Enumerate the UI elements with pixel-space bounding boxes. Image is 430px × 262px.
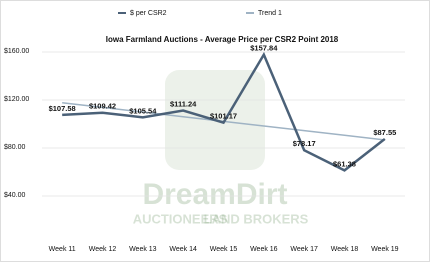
x-tick-label: Week 13	[129, 246, 157, 253]
y-tick-label: $80.00	[4, 144, 26, 151]
x-tick-label: Week 16	[250, 246, 278, 253]
x-tick-label: Week 18	[331, 246, 359, 253]
data-label: $107.58	[49, 104, 76, 113]
data-label: $78.17	[293, 139, 316, 148]
legend-label: Trend 1	[258, 10, 282, 17]
data-label: $109.42	[89, 102, 116, 111]
series-line	[62, 51, 386, 172]
y-tick-label: $40.00	[4, 192, 26, 199]
y-tick-label: $160.00	[4, 48, 29, 55]
legend-label: $ per CSR2	[130, 10, 167, 17]
x-tick-label: Week 15	[210, 246, 238, 253]
watermark-text: AUCTIONEERS	[133, 211, 228, 226]
watermark-text: LAND BROKERS	[204, 211, 309, 226]
data-label: $101.17	[210, 112, 237, 121]
x-tick-label: Week 14	[169, 246, 197, 253]
data-label: $111.24	[170, 99, 197, 108]
data-label: $105.54	[129, 106, 157, 115]
y-tick-label: $120.00	[4, 96, 29, 103]
x-tick-label: Week 12	[89, 246, 117, 253]
x-tick-label: Week 17	[290, 246, 318, 253]
x-tick-label: Week 11	[49, 246, 76, 253]
data-label: $87.55	[373, 128, 396, 137]
watermark-text: DreamDirt	[142, 178, 287, 211]
data-label: $157.84	[250, 44, 278, 53]
chart-title: Iowa Farmland Auctions - Average Price p…	[106, 35, 339, 44]
x-tick-label: Week 19	[371, 246, 399, 253]
data-label: $61.38	[333, 159, 356, 168]
